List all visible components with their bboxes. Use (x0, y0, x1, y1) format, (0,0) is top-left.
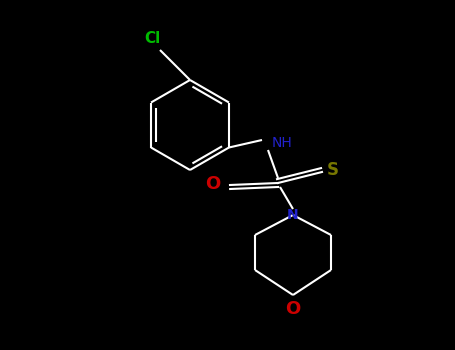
Text: S: S (327, 161, 339, 179)
Text: N: N (287, 208, 299, 222)
Text: NH: NH (272, 136, 293, 150)
Text: O: O (205, 175, 220, 193)
Text: O: O (285, 300, 301, 318)
Text: Cl: Cl (144, 31, 160, 46)
